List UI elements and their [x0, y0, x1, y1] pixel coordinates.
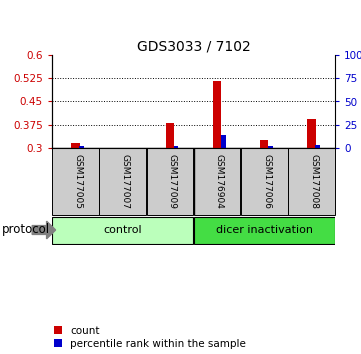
Bar [194, 217, 335, 244]
Bar [288, 148, 335, 215]
Bar [52, 148, 99, 215]
Legend: count, percentile rank within the sample: count, percentile rank within the sample [53, 326, 246, 349]
Text: dicer inactivation: dicer inactivation [216, 225, 313, 235]
Text: protocol: protocol [2, 223, 50, 236]
Bar [268, 146, 273, 148]
Bar [213, 81, 221, 148]
Text: control: control [104, 225, 142, 235]
Bar [147, 148, 193, 215]
Bar [166, 122, 174, 148]
Bar [99, 148, 146, 215]
Text: GSM177009: GSM177009 [168, 154, 177, 209]
Bar [307, 120, 316, 148]
Title: GDS3033 / 7102: GDS3033 / 7102 [136, 40, 251, 54]
Bar [241, 148, 288, 215]
Bar [260, 140, 269, 148]
Bar [315, 144, 320, 148]
Bar [71, 143, 80, 148]
Bar [174, 146, 178, 148]
Bar [221, 135, 226, 148]
Bar [79, 146, 84, 148]
Bar [52, 217, 193, 244]
Bar [194, 148, 240, 215]
Text: GSM177008: GSM177008 [309, 154, 318, 209]
Text: GSM177006: GSM177006 [262, 154, 271, 209]
Text: GSM177007: GSM177007 [121, 154, 130, 209]
Text: GSM177005: GSM177005 [73, 154, 82, 209]
Text: GSM176904: GSM176904 [215, 154, 224, 209]
